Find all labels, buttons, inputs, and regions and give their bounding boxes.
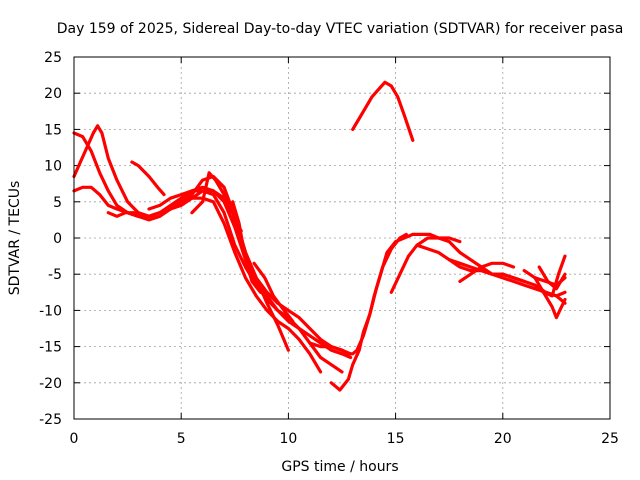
y-tick-label: 20 (44, 86, 62, 102)
series-line-pass-12 (351, 80, 415, 142)
x-tick-label: 25 (601, 431, 619, 447)
y-tick-label: 15 (44, 122, 62, 138)
y-tick-label: -10 (39, 303, 62, 319)
series-line-pass-19 (533, 276, 567, 320)
y-tick-label: -15 (39, 340, 62, 356)
y-tick-label: -5 (48, 267, 62, 283)
y-axis-label: SDTVAR / TECUs (7, 181, 23, 296)
series-line-pass-10 (308, 232, 408, 356)
chart-title: Day 159 of 2025, Sidereal Day-to-day VTE… (57, 21, 624, 37)
series-line-pass-5 (130, 160, 166, 197)
series-line-pass-9 (252, 261, 295, 323)
series-line-pass-8 (231, 200, 263, 294)
y-tick-label: 10 (44, 159, 62, 175)
tick-label-layer: 0 5 10 15 20 25 -25 -20 -15 -10 -5 0 5 10 15 20 25 (39, 50, 619, 447)
series-line-pass-2 (72, 124, 353, 356)
series-line-pass-11 (329, 232, 462, 392)
x-tick-label: 10 (279, 431, 297, 447)
y-tick-label: 25 (44, 50, 62, 66)
x-tick-label: 20 (494, 431, 512, 447)
grid-layer (74, 57, 610, 419)
x-tick-label: 15 (387, 431, 405, 447)
series-line-pass-4 (106, 196, 323, 374)
series-line-pass-17 (533, 254, 567, 298)
x-axis-label: GPS time / hours (281, 459, 398, 475)
plot-frame (73, 56, 611, 420)
series-line-pass-7 (190, 171, 243, 233)
y-tick-label: 0 (53, 231, 62, 247)
series-line-pass-1 (72, 131, 353, 360)
y-tick-label: -20 (39, 376, 62, 392)
series-line-pass-16 (458, 261, 516, 283)
y-tick-label: -25 (39, 412, 62, 428)
series-line-pass-20 (522, 269, 567, 287)
y-tick-label: 5 (53, 195, 62, 211)
series-line-pass-14 (415, 243, 526, 283)
x-tick-label: 5 (177, 431, 186, 447)
x-tick-label: 0 (70, 431, 79, 447)
series-layer (72, 80, 567, 392)
